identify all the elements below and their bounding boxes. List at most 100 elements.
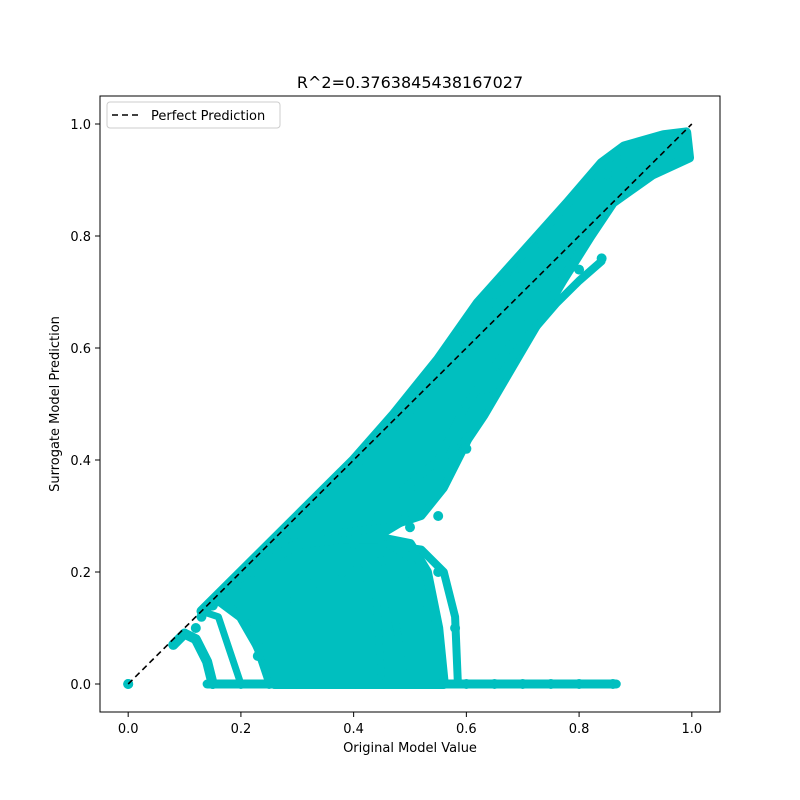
scatter-point	[545, 298, 556, 309]
scatter-point	[376, 679, 387, 689]
scatter-point	[641, 141, 652, 152]
scatter-point	[433, 443, 444, 454]
y-axis-label: Surrogate Model Prediction	[48, 316, 63, 492]
scatter-point	[292, 623, 303, 633]
y-axis-ticks: 0.0 0.2 0.4 0.6 0.8 1.0	[70, 118, 100, 693]
scatter-point	[207, 679, 218, 689]
scatter-point	[517, 331, 528, 342]
scatter-point	[196, 611, 207, 622]
scatter-point	[506, 275, 517, 286]
scatter-point	[365, 511, 376, 521]
scatter-point	[405, 483, 415, 493]
scatter-trace	[350, 557, 386, 688]
scatter-point	[669, 130, 680, 141]
chart-title: R^2=0.3763845438167027	[297, 73, 523, 92]
scatter-point	[309, 511, 320, 521]
scatter-point	[658, 135, 669, 146]
scatter-point	[264, 679, 275, 689]
scatter-point	[281, 595, 291, 605]
scatter-trace	[361, 551, 408, 688]
scatter-point	[517, 264, 528, 275]
legend-box	[106, 101, 281, 129]
scatter-trace	[338, 257, 606, 537]
scatter-point	[320, 679, 331, 689]
scatter-point	[348, 460, 359, 471]
x-tick-label: 0.0	[118, 722, 139, 737]
scatter-point	[405, 404, 415, 415]
scatter-point	[574, 679, 585, 689]
scatter-point	[264, 544, 275, 555]
scatter-point	[337, 477, 348, 488]
scatter-point	[433, 679, 444, 689]
scatter-point	[376, 555, 387, 566]
scatter-points	[123, 127, 694, 689]
scatter-point	[574, 264, 585, 275]
scatter-point	[168, 639, 179, 650]
scatter-point	[472, 320, 483, 331]
scatter-point	[376, 432, 387, 443]
scatter-cloud	[213, 533, 449, 689]
scatter-point	[602, 169, 613, 180]
scatter-point	[264, 623, 275, 633]
scatter-point	[393, 421, 404, 432]
scatter-point	[179, 628, 190, 639]
scatter-trace	[198, 607, 245, 688]
x-tick-label: 0.4	[343, 722, 364, 737]
scatter-point	[529, 242, 539, 253]
scatter-point	[545, 679, 556, 689]
x-tick-label: 1.0	[681, 722, 702, 737]
scatter-point	[292, 679, 303, 689]
scatter-point	[461, 331, 472, 342]
scatter-point	[562, 208, 573, 219]
scatter-point	[619, 158, 630, 169]
scatter-point	[235, 679, 246, 689]
x-axis-ticks: 0.0 0.2 0.4 0.6 0.8 1.0	[118, 712, 702, 737]
scatter-point	[337, 567, 348, 577]
y-tick-label: 1.0	[70, 118, 91, 133]
scatter-point	[235, 572, 246, 583]
scatter-point	[207, 600, 218, 611]
x-tick-label: 0.8	[569, 722, 590, 737]
legend: Perfect Prediction	[106, 101, 281, 129]
scatter-point	[405, 522, 415, 533]
scatter-point	[450, 623, 461, 633]
scatter-point	[292, 516, 303, 527]
y-tick-label: 0.8	[70, 230, 91, 245]
scatter-point	[681, 130, 692, 141]
scatter-point	[461, 399, 472, 409]
x-tick-label: 0.6	[456, 722, 477, 737]
scatter-point	[252, 651, 263, 661]
scatter-trace	[168, 628, 218, 689]
scatter-trace	[377, 545, 431, 688]
scatter-trace	[377, 540, 462, 688]
scatter-point	[281, 533, 291, 544]
scatter-point	[388, 611, 399, 622]
perfect-prediction-line	[127, 123, 693, 685]
x-tick-label: 0.2	[231, 722, 252, 737]
y-tick-label: 0.2	[70, 566, 91, 581]
scatter-point	[489, 387, 500, 398]
plot-frame	[99, 95, 721, 713]
legend-label: Perfect Prediction	[151, 109, 265, 124]
scatter-point	[433, 511, 444, 521]
y-tick-label: 0.4	[70, 454, 91, 469]
scatter-point	[359, 455, 370, 465]
y-tick-label: 0.0	[70, 678, 91, 693]
scatter-point	[461, 679, 472, 689]
scatter-point	[433, 567, 444, 577]
scatter-point	[630, 147, 641, 157]
scatter-trace	[237, 607, 273, 688]
y-tick-label: 0.6	[70, 342, 91, 357]
scatter-point	[517, 679, 528, 689]
scatter-point	[607, 679, 618, 689]
scatter-point	[309, 578, 320, 589]
scatter-point	[461, 443, 472, 454]
scatter-point	[596, 253, 607, 264]
x-axis-label: Original Model Value	[343, 741, 477, 756]
scatter-point	[489, 298, 500, 309]
scatter-point	[348, 679, 359, 689]
scatter-point	[320, 595, 331, 605]
scatter-point	[224, 589, 235, 600]
scatter-point	[574, 191, 585, 202]
